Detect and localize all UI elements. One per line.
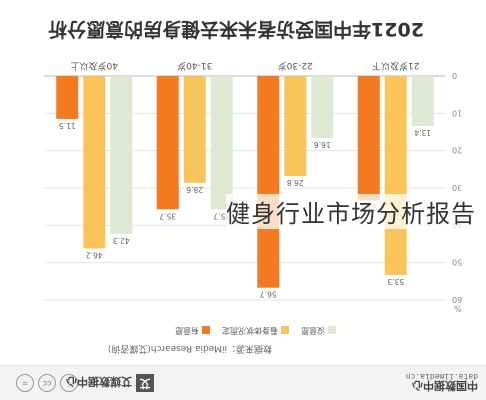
bar: [357, 76, 380, 201]
chart-source: 数据来源：iiMedia Research(艾媒咨询): [107, 343, 272, 353]
data-label: 46.2: [86, 250, 103, 259]
bar: [311, 76, 334, 138]
y-tick-label: 60: [452, 295, 462, 304]
data-label: 11.5: [59, 121, 76, 130]
data-label: 13.4: [414, 128, 431, 137]
legend-label: 有意愿: [175, 326, 199, 335]
bar: [210, 76, 233, 210]
legend-swatch: [328, 326, 336, 335]
brand-logo-icon: 艾: [136, 374, 154, 392]
legend-swatch: [281, 326, 289, 335]
cc-icon: cc: [38, 374, 56, 392]
bar: [183, 76, 206, 183]
y-tick-label: 20: [452, 146, 462, 155]
legend-swatch: [202, 326, 210, 335]
chart-legend: 没意愿 看身体状况而定 有意愿: [146, 325, 336, 336]
legend-item-depends: 看身体状况而定: [222, 325, 289, 336]
bar: [156, 76, 179, 210]
bar: [384, 76, 407, 275]
bar: [411, 76, 434, 127]
footer-url[interactable]: data.iimedia.cn: [405, 372, 478, 381]
equal-icon: =: [16, 374, 34, 392]
footer-brand-text: 艾媒数据中心: [66, 375, 132, 388]
data-label: 42.3: [113, 236, 130, 245]
data-label: 35.7: [213, 211, 230, 220]
data-label: 56.7: [260, 290, 277, 299]
data-label: 28.6: [186, 185, 203, 194]
bar: [284, 76, 307, 177]
bar: [110, 76, 133, 234]
x-tick-label: 22-30岁: [278, 60, 313, 72]
y-unit-label: %: [454, 304, 462, 313]
y-tick-label: 10: [452, 108, 462, 117]
legend-item-no-intent: 没意愿: [301, 325, 336, 336]
legend-item-has-intent: 有意愿: [175, 325, 210, 336]
footer-bar: 中国数据中心 data.iimedia.cn cc i = 艾 艾媒数据中心: [0, 365, 486, 400]
x-tick-label: 40岁及以上: [71, 60, 118, 72]
x-tick-label: 21岁及以下: [372, 60, 419, 72]
data-label: 53.3: [387, 277, 404, 286]
y-tick-label: 50: [452, 258, 462, 267]
data-label: 26.8: [287, 178, 304, 187]
legend-label: 没意愿: [301, 326, 325, 335]
y-tick-label: 0: [452, 71, 457, 80]
bar: [83, 76, 106, 249]
legend-label: 看身体状况而定: [222, 326, 278, 335]
data-label: 16.6: [314, 140, 331, 149]
watermark-overlay: 健身行业市场分析报告: [226, 194, 476, 229]
bar: [257, 76, 280, 288]
y-tick-label: 30: [452, 183, 462, 192]
data-label: 35.7: [159, 211, 176, 220]
x-tick-label: 31-40岁: [177, 60, 212, 72]
bar: [56, 76, 79, 119]
